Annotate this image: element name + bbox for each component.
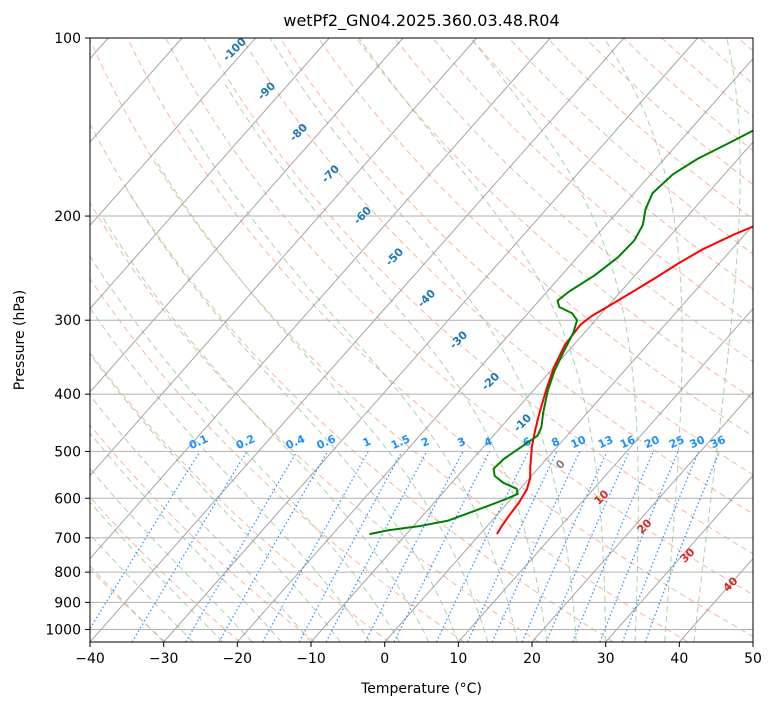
pressure-grid <box>90 38 753 630</box>
x-axis-label: Temperature (°C) <box>360 681 482 697</box>
dry-adiabat-line <box>165 38 753 596</box>
y-tick-label: 500 <box>54 444 81 460</box>
moist-adiabat-line <box>358 38 607 642</box>
x-tick-label: −40 <box>75 651 105 667</box>
mixing-ratio-label: 10 <box>569 433 589 451</box>
isotherm-line <box>310 141 753 642</box>
dry-adiabat-line <box>241 38 753 515</box>
y-axis-label: Pressure (hPa) <box>12 290 28 390</box>
y-tick-label: 100 <box>54 31 81 47</box>
mixing-ratio-line <box>644 451 720 642</box>
mixing-ratio-line <box>393 451 491 642</box>
mixing-ratio-line <box>262 451 369 642</box>
mixing-ratio-line <box>218 451 329 642</box>
mixing-ratio-label: 13 <box>596 433 615 451</box>
moist-adiabat-line <box>101 215 430 642</box>
isotherm-line <box>163 38 698 642</box>
mixing-ratio-line <box>364 451 464 642</box>
isotherm-line <box>90 38 183 143</box>
x-tick-label: 50 <box>744 651 762 667</box>
dry-adiabat-line <box>432 38 753 326</box>
dry-adiabat-line <box>90 424 315 642</box>
isotherm-line <box>752 641 753 642</box>
y-tick-label: 200 <box>54 209 81 225</box>
moist-adiabat-line <box>90 394 312 642</box>
mixing-ratio-label: 25 <box>667 433 686 451</box>
temperature-profile-line <box>496 225 753 535</box>
x-tick-label: −20 <box>223 651 253 667</box>
x-tick-label: 30 <box>597 651 615 667</box>
isotherm-line <box>236 57 753 642</box>
x-tick-label: 0 <box>380 651 389 667</box>
mixing-ratio-line <box>621 451 700 642</box>
moist-adiabat-line <box>90 533 194 642</box>
moist-adiabat-line <box>126 188 459 642</box>
moist-adiabat-line <box>90 467 253 642</box>
mixing-ratio-line <box>298 451 403 642</box>
mixing-ratio-label: 30 <box>688 433 708 451</box>
y-tick-label: 900 <box>54 595 81 611</box>
isotherm-line <box>457 307 753 642</box>
mixing-ratio-line <box>572 451 654 642</box>
moist-adiabat-line <box>693 38 741 642</box>
dry-adiabat-line <box>90 202 540 642</box>
isotherm-line <box>90 38 551 560</box>
dewpoint-profile-line <box>369 129 753 536</box>
y-tick-label: 400 <box>54 387 81 403</box>
mixing-ratio-label: 16 <box>618 433 638 451</box>
isotherm-line <box>90 38 404 393</box>
dry-adiabat-line <box>126 38 753 637</box>
plot-frame <box>89 37 754 643</box>
y-tick-label: 600 <box>54 491 81 507</box>
y-axis: 100 200 300 400 500 600 700 800 900 1000 <box>45 31 90 638</box>
dry-adiabat-line <box>90 38 689 642</box>
x-tick-label: −30 <box>149 651 179 667</box>
mixing-ratio-line <box>521 451 608 642</box>
moist-adiabat-line <box>470 38 639 642</box>
moist-adiabat-line <box>603 38 683 642</box>
mixing-ratio-line <box>491 451 581 642</box>
y-tick-label: 700 <box>54 531 81 547</box>
chart-title: wetPf2_GN04.2025.360.03.48.R04 <box>283 11 559 31</box>
x-tick-label: 20 <box>523 651 541 667</box>
dry-adiabat-line <box>203 38 753 555</box>
moist-adiabat-line <box>90 432 282 642</box>
isotherm-line <box>90 38 625 642</box>
y-tick-label: 1000 <box>45 622 81 638</box>
dry-adiabat-line <box>90 277 465 642</box>
moist-adiabat-line <box>90 353 341 642</box>
dry-adiabat-line <box>90 496 241 642</box>
mixing-ratio-line <box>599 451 679 642</box>
dry-adiabat-line <box>90 568 166 642</box>
sounding-profiles <box>369 129 753 536</box>
mixing-ratio-line <box>90 451 201 630</box>
y-tick-label: 800 <box>54 565 81 581</box>
isotherm-line <box>90 38 256 227</box>
mixing-ratio-line <box>545 451 630 642</box>
x-tick-label: 10 <box>449 651 467 667</box>
moist-adiabat-line <box>269 38 577 642</box>
mixing-ratio-label: 20 <box>642 433 662 451</box>
moist-adiabat-line <box>90 307 371 642</box>
moist-adiabat-line <box>90 501 223 642</box>
x-tick-label: −10 <box>296 651 326 667</box>
x-axis: −40 −30 −20 −10 0 10 20 30 40 50 <box>75 642 762 667</box>
plot-background <box>90 38 753 642</box>
x-tick-label: 40 <box>670 651 688 667</box>
moist-adiabat-line <box>90 255 400 642</box>
isotherm-line <box>90 38 477 477</box>
isotherm-line <box>531 391 753 642</box>
moist-adiabat-line <box>90 565 165 642</box>
isotherm-line <box>90 38 330 310</box>
dry-adiabat-line <box>279 38 753 476</box>
mixing-ratio-label: 36 <box>708 433 728 451</box>
y-tick-label: 300 <box>54 313 81 329</box>
dry-adiabat-line <box>470 38 753 290</box>
isotherm-line <box>605 474 753 642</box>
isotherm-line <box>384 224 753 642</box>
